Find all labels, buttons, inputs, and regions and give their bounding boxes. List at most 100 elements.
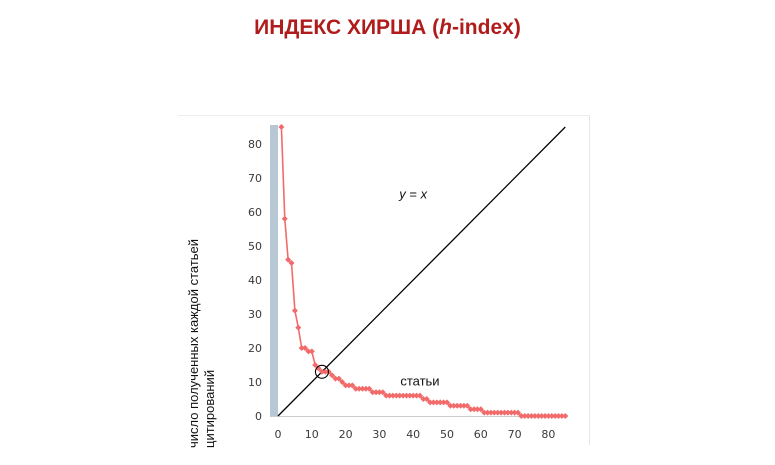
citations-point: [474, 406, 481, 413]
citations-point: [366, 385, 373, 392]
citations-point: [545, 413, 552, 419]
diagonal-line-y-equals-x: [277, 126, 566, 417]
title-text: ИНДЕКС ХИРША (: [254, 16, 440, 39]
citations-point: [393, 392, 400, 399]
citations-point: [555, 413, 562, 419]
x-tick-label: 50: [440, 428, 454, 441]
y-axis-bar: [270, 125, 278, 417]
citations-point: [562, 413, 569, 419]
citations-point: [558, 413, 565, 419]
x-tick-labels: 0 10 20 30 40 50 60 70 80: [275, 428, 556, 441]
citations-point: [362, 385, 369, 392]
citations-point: [376, 389, 383, 396]
citations-point: [389, 392, 396, 399]
citations-point: [450, 402, 457, 409]
citations-point: [403, 392, 410, 399]
citations-point: [504, 409, 511, 416]
h-index-marker: [314, 364, 329, 379]
y-tick-label: 20: [248, 342, 262, 355]
citations-point: [335, 375, 342, 382]
y-tick-label: 30: [248, 308, 262, 321]
y-tick-label: 50: [248, 240, 262, 253]
citations-point: [548, 413, 555, 419]
citations-point: [430, 399, 437, 406]
citations-point: [359, 385, 366, 392]
citations-point: [416, 392, 423, 399]
citations-point: [285, 256, 292, 263]
citations-point: [342, 382, 349, 389]
citations-point: [305, 348, 312, 355]
x-tick-label: 70: [508, 428, 522, 441]
x-tick-label: 80: [541, 428, 555, 441]
citations-point: [352, 385, 359, 392]
citations-point: [487, 409, 494, 416]
chart-title: ИНДЕКС ХИРША (h-index): [0, 16, 775, 40]
citations-point: [420, 396, 427, 402]
y-tick-labels: 0 10 20 30 40 50 60 70 80: [248, 138, 262, 423]
citations-point: [471, 406, 478, 413]
annotations: y = x статьи: [398, 186, 439, 388]
citations-point: [535, 413, 542, 419]
citations-point: [339, 379, 346, 385]
citations-point: [329, 372, 336, 379]
citations-point: [332, 375, 339, 382]
citations-point: [521, 413, 528, 419]
citations-point: [457, 402, 464, 409]
x-tick-label: 10: [305, 428, 319, 441]
citations-point: [484, 409, 491, 416]
citations-point: [373, 389, 380, 396]
citations-point: [501, 409, 508, 416]
y-tick-label: 0: [255, 410, 262, 423]
y-tick-label: 70: [248, 172, 262, 185]
citations-point: [514, 409, 521, 416]
citations-point: [278, 124, 285, 130]
citations-point: [427, 399, 434, 406]
citations-point: [498, 409, 505, 416]
citations-point: [291, 307, 298, 314]
citations-point: [410, 392, 417, 399]
citations-point: [440, 399, 447, 406]
x-tick-label: 60: [474, 428, 488, 441]
citations-point: [454, 402, 461, 409]
citations-point: [552, 413, 559, 419]
citations-point: [298, 345, 305, 351]
citations-point: [312, 362, 319, 368]
x-tick-label: 0: [275, 428, 282, 441]
citations-point: [518, 413, 525, 419]
citations-point: [349, 382, 356, 389]
citations-point: [494, 409, 501, 416]
citations-point: [396, 392, 403, 399]
y-tick-label: 10: [248, 376, 262, 389]
title-italic-h: h: [439, 16, 452, 39]
x-tick-label: 20: [339, 428, 353, 441]
citations-point: [281, 215, 288, 222]
citations-point: [345, 382, 352, 389]
citations-point: [460, 402, 467, 409]
citations-point: [423, 396, 430, 402]
citations-point: [481, 409, 488, 416]
citations-point: [538, 413, 545, 419]
x-tick-label: 30: [372, 428, 386, 441]
citations-point: [308, 348, 315, 355]
citations-point: [531, 413, 538, 419]
citations-point: [288, 260, 295, 266]
citations-point: [322, 368, 329, 375]
annotation-eq: =: [406, 186, 421, 201]
y-tick-label: 60: [248, 206, 262, 219]
x-tick-label: 40: [406, 428, 420, 441]
citations-point: [511, 409, 518, 416]
citations-point: [356, 385, 363, 392]
annotation-x: x: [420, 186, 428, 201]
annotation-series-label: статьи: [400, 373, 439, 388]
citations-point: [318, 368, 325, 375]
citations-point: [491, 409, 498, 416]
y-tick-label: 80: [248, 138, 262, 151]
y-tick-label: 40: [248, 274, 262, 287]
citations-point: [542, 413, 549, 419]
citations-point: [528, 413, 535, 419]
citations-point: [437, 399, 444, 406]
annotation-y: y: [398, 186, 407, 201]
chart-frame: [178, 115, 590, 445]
citations-point: [444, 399, 450, 406]
